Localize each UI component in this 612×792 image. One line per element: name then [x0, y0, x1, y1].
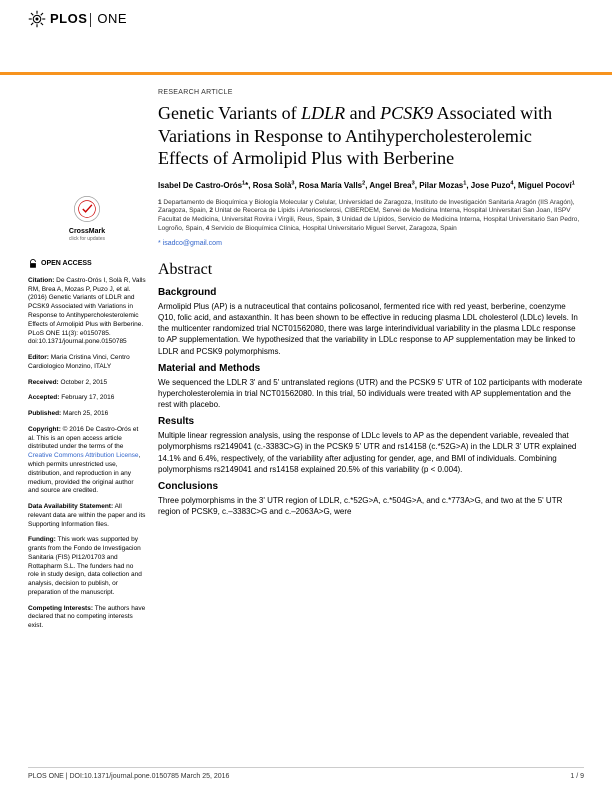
competing-interests-block: Competing Interests: The authors have de…: [28, 605, 146, 631]
crossmark-sublabel: click for updates: [28, 236, 146, 243]
journal-logo-row: PLOSONE: [0, 0, 612, 34]
page-number: 1 / 9: [570, 773, 584, 780]
author-list: Isabel De Castro-Orós1*, Rosa Solà3, Ros…: [158, 180, 584, 191]
conclusions-text: Three polymorphisms in the 3' UTR region…: [158, 495, 584, 517]
page-footer: PLOS ONE | DOI:10.1371/journal.pone.0150…: [28, 767, 584, 780]
plos-logo-icon: [28, 10, 46, 28]
journal-logo-text: PLOSONE: [50, 11, 127, 27]
background-heading: Background: [158, 287, 584, 298]
article-title: Genetic Variants of LDLR and PCSK9 Assoc…: [158, 102, 584, 170]
lock-open-icon: [28, 259, 38, 269]
sidebar: CrossMark click for updates OPEN ACCESS …: [28, 75, 158, 638]
accepted-block: Accepted: February 17, 2016: [28, 394, 146, 403]
article-type: RESEARCH ARTICLE: [158, 89, 584, 96]
crossmark-badge[interactable]: CrossMark click for updates: [28, 195, 146, 243]
open-access-badge: OPEN ACCESS: [28, 259, 146, 269]
cc-license-link[interactable]: Creative Commons Attribution License: [28, 452, 139, 459]
crossmark-icon: [73, 195, 101, 223]
crossmark-label: CrossMark: [28, 227, 146, 236]
background-text: Armolipid Plus (AP) is a nutraceutical t…: [158, 301, 584, 357]
results-text: Multiple linear regression analysis, usi…: [158, 430, 584, 475]
data-availability-block: Data Availability Statement: All relevan…: [28, 503, 146, 529]
conclusions-heading: Conclusions: [158, 481, 584, 492]
open-access-label: OPEN ACCESS: [41, 259, 92, 268]
results-heading: Results: [158, 416, 584, 427]
methods-heading: Material and Methods: [158, 363, 584, 374]
citation-block: Citation: De Castro-Orós I, Solà R, Vall…: [28, 277, 146, 347]
abstract-heading: Abstract: [158, 261, 584, 279]
footer-doi: PLOS ONE | DOI:10.1371/journal.pone.0150…: [28, 773, 229, 780]
main-column: RESEARCH ARTICLE Genetic Variants of LDL…: [158, 75, 584, 638]
received-block: Received: October 2, 2015: [28, 379, 146, 388]
methods-text: We sequenced the LDLR 3' and 5' untransl…: [158, 377, 584, 411]
affiliations: 1 Departamento de Bioquímica y Biología …: [158, 199, 584, 234]
published-block: Published: March 25, 2016: [28, 410, 146, 419]
corresponding-email[interactable]: * isadco@gmail.com: [158, 240, 584, 247]
copyright-block: Copyright: © 2016 De Castro-Orós et al. …: [28, 426, 146, 496]
funding-block: Funding: This work was supported by gran…: [28, 536, 146, 597]
editor-block: Editor: Maria Cristina Vinci, Centro Car…: [28, 354, 146, 372]
